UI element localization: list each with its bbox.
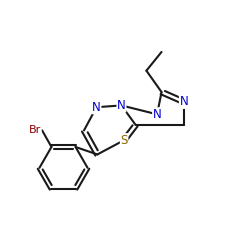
Text: Br: Br: [29, 125, 41, 135]
Text: N: N: [92, 101, 101, 114]
Text: N: N: [152, 108, 161, 121]
Text: N: N: [179, 95, 187, 108]
Text: N: N: [117, 99, 125, 112]
Text: S: S: [120, 134, 127, 147]
